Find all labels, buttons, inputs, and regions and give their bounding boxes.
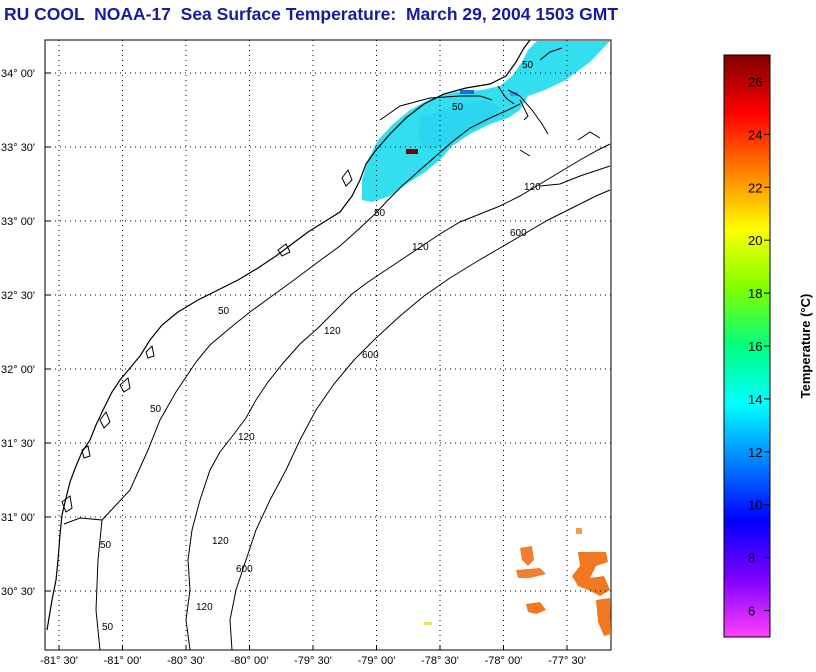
colorbar-tick-label: 12: [748, 445, 762, 460]
sst-warm-spot-1: [572, 552, 610, 596]
colorbar-tick-label: 16: [748, 339, 762, 354]
contour-label: 120: [238, 432, 255, 443]
sst-dark-patch: [406, 149, 418, 154]
sst-data-layer: [362, 41, 610, 202]
lon-tick-label: -79° 30': [294, 655, 332, 667]
contour-label: 50: [100, 540, 112, 551]
lat-tick-label: 31° 00': [1, 512, 35, 524]
coastline-detail-north: [497, 85, 549, 135]
colorbar-tick-label: 14: [748, 392, 762, 407]
contour-labels: 50 50 50 50 50 50 50 120 120 120 120 120…: [100, 60, 541, 633]
lon-tick-label: -78° 00': [485, 655, 523, 667]
sst-warm-layer: [424, 528, 611, 636]
sst-warm-spot-3: [520, 546, 534, 566]
coastline: [46, 39, 531, 631]
lon-tick-label: -78° 30': [421, 655, 459, 667]
isobath-50-contour: [63, 47, 563, 651]
lat-tick-label: 33° 30': [1, 142, 35, 154]
sst-cool-patch: [460, 90, 474, 94]
sst-plume-inner: [418, 100, 500, 150]
contour-label: 120: [524, 182, 541, 193]
colorbar-gradient: [723, 54, 771, 638]
colorbar-tick-label: 6: [748, 604, 755, 619]
colorbar-tick-label: 8: [748, 551, 755, 566]
isobath-600-contour: [229, 165, 611, 651]
contour-label: 600: [236, 564, 253, 575]
contour-label: 600: [362, 350, 379, 361]
lat-tick-label: 32° 30': [1, 290, 35, 302]
colorbar-tick-label: 24: [748, 127, 762, 142]
lat-tick-label: 32° 00': [1, 364, 35, 376]
contour-label: 50: [374, 208, 386, 219]
contour-label: 120: [324, 326, 341, 337]
colorbar-title: Temperature (°C): [798, 294, 813, 399]
contour-label: 120: [412, 242, 429, 253]
sst-warm-spot-6: [576, 528, 582, 534]
lon-tick-label: -80° 30': [167, 655, 205, 667]
lat-tick-label: 31° 30': [1, 438, 35, 450]
colorbar-tick-label: 26: [748, 74, 762, 89]
colorbar-tick-label: 20: [748, 233, 762, 248]
latitude-axis: 34° 00' 33° 30' 33° 00' 32° 30' 32° 00' 31° 3…: [1, 68, 50, 598]
colorbar-ticks: 6 8 10 12 14 16 18 20 22 24 26: [748, 74, 770, 619]
lat-tick-label: 33° 00': [1, 216, 35, 228]
contour-label: 50: [102, 622, 114, 633]
isobath-120-contour: [185, 131, 611, 651]
contour-label: 50: [150, 404, 162, 415]
lat-tick-label: 34° 00': [1, 68, 35, 80]
coastline-islands: [61, 168, 353, 513]
sst-warm-spot-2: [596, 598, 611, 636]
sst-warm-spot-7: [424, 622, 432, 625]
colorbar-tick-label: 22: [748, 180, 762, 195]
lon-tick-label: -81° 30': [40, 655, 78, 667]
lon-tick-label: -81° 00': [104, 655, 142, 667]
longitude-axis: -81° 30' -81° 00' -80° 30' -80° 00' -79° 30'…: [40, 645, 586, 667]
map-frame: [44, 39, 612, 651]
contour-label: 50: [218, 306, 230, 317]
contour-label: 600: [510, 228, 527, 239]
lat-lon-grid: [45, 40, 611, 650]
map-title: RU COOL NOAA-17 Sea Surface Temperature:…: [4, 4, 619, 24]
contour-label: 50: [452, 102, 464, 113]
lat-tick-label: 30° 30': [1, 586, 35, 598]
sst-warm-spot-5: [526, 602, 546, 614]
contour-label: 120: [212, 536, 229, 547]
colorbar-tick-label: 18: [748, 286, 762, 301]
sst-warm-spot-4: [516, 568, 546, 578]
sst-cool-patch-2: [510, 92, 518, 96]
lon-tick-label: -77° 30': [548, 655, 586, 667]
lon-tick-label: -80° 00': [231, 655, 269, 667]
lon-tick-label: -79° 00': [358, 655, 396, 667]
colorbar-tick-label: 10: [748, 498, 762, 513]
contour-label: 50: [522, 60, 534, 71]
contour-label: 120: [196, 602, 213, 613]
